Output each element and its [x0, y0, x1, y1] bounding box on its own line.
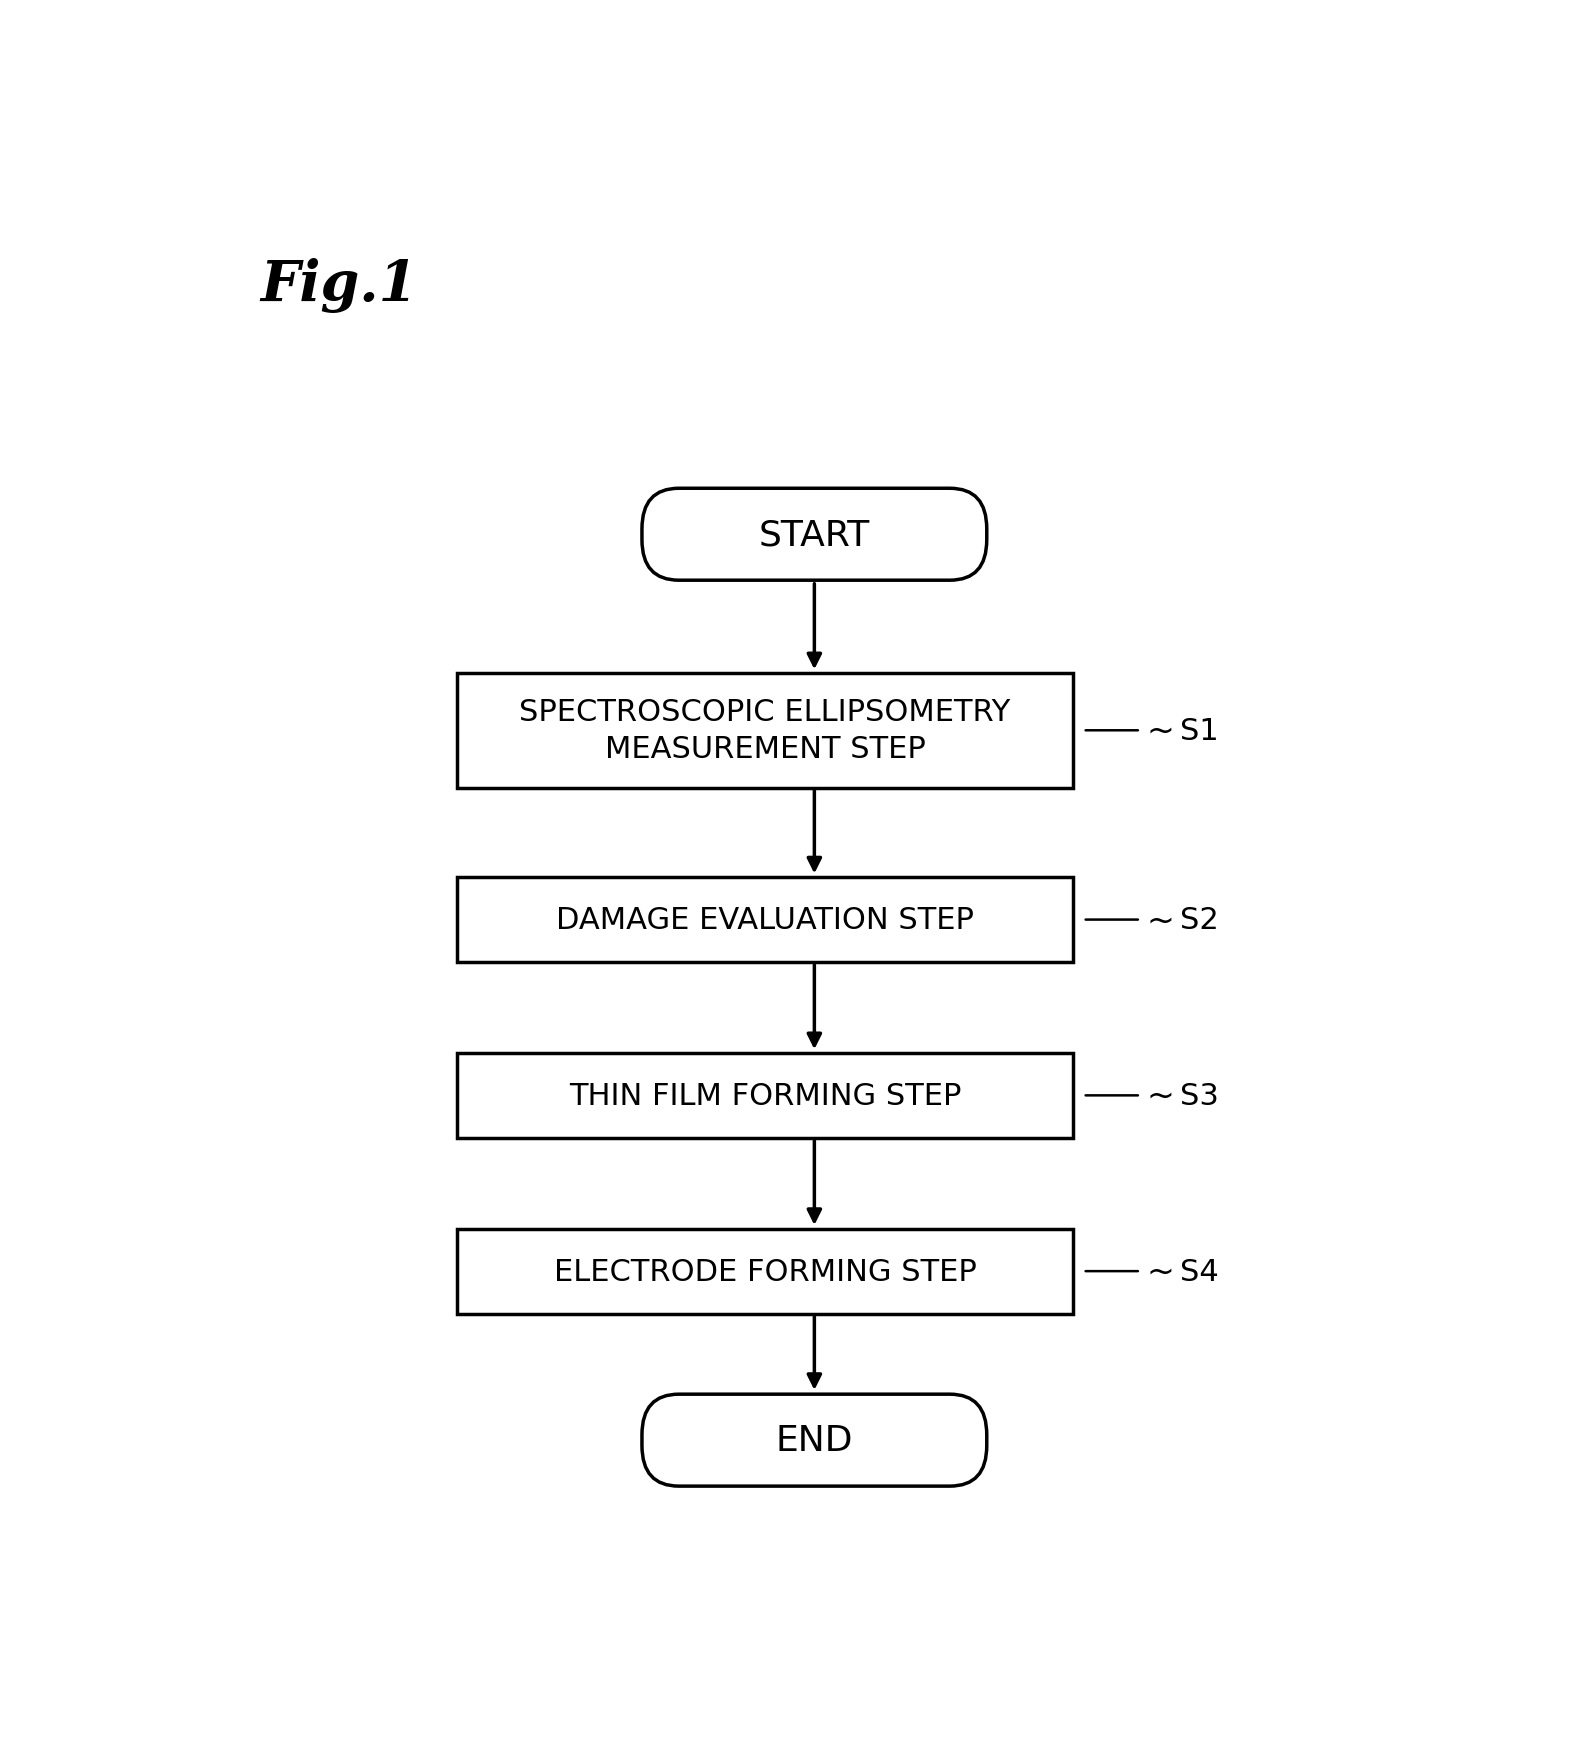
- Text: END: END: [775, 1423, 853, 1457]
- Text: ~: ~: [1147, 904, 1174, 937]
- Text: ELECTRODE FORMING STEP: ELECTRODE FORMING STEP: [553, 1257, 977, 1286]
- Text: S2: S2: [1181, 906, 1219, 935]
- Text: Fig.1: Fig.1: [261, 258, 418, 312]
- Text: S3: S3: [1181, 1081, 1219, 1111]
- Text: S4: S4: [1181, 1257, 1219, 1286]
- FancyBboxPatch shape: [642, 1395, 987, 1486]
- Text: ~: ~: [1147, 714, 1174, 748]
- FancyBboxPatch shape: [642, 490, 987, 581]
- FancyBboxPatch shape: [458, 674, 1073, 788]
- Text: ~: ~: [1147, 1079, 1174, 1113]
- FancyBboxPatch shape: [458, 1053, 1073, 1139]
- Text: SPECTROSCOPIC ELLIPSOMETRY
MEASUREMENT STEP: SPECTROSCOPIC ELLIPSOMETRY MEASUREMENT S…: [520, 698, 1011, 763]
- Text: THIN FILM FORMING STEP: THIN FILM FORMING STEP: [569, 1081, 961, 1111]
- Text: DAMAGE EVALUATION STEP: DAMAGE EVALUATION STEP: [556, 906, 974, 935]
- Text: S1: S1: [1181, 716, 1219, 746]
- Text: START: START: [758, 518, 871, 551]
- FancyBboxPatch shape: [458, 1228, 1073, 1314]
- FancyBboxPatch shape: [458, 878, 1073, 963]
- Text: ~: ~: [1147, 1255, 1174, 1288]
